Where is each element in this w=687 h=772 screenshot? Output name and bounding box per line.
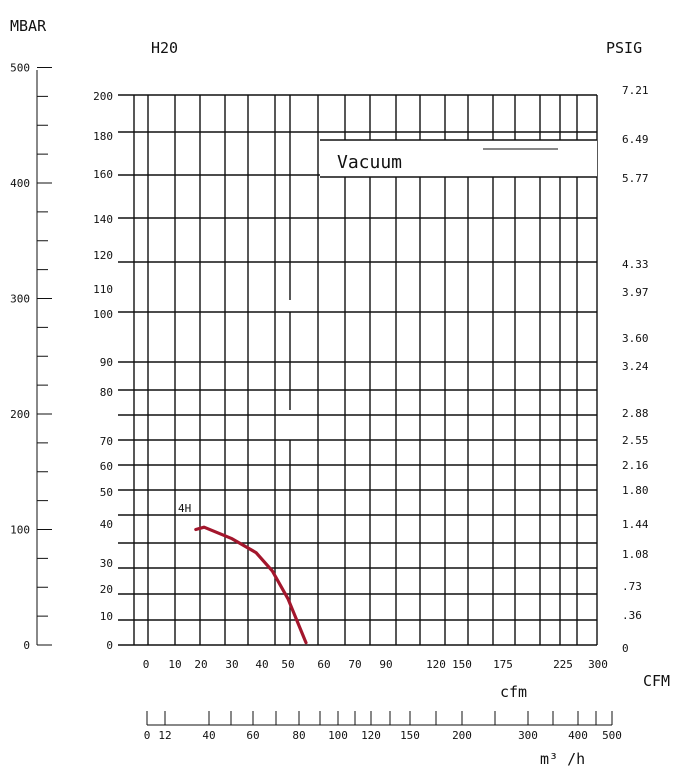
m3h-tick-label: 80	[292, 729, 305, 742]
mbar-tick-label: 500	[10, 62, 30, 75]
mbar-tick-label: 0	[23, 639, 30, 652]
h2o-tick-label: 20	[100, 583, 113, 596]
h2o-tick-label: 0	[106, 639, 113, 652]
cfm-tick-label: 300	[588, 658, 608, 671]
psig-tick-label: 1.44	[622, 518, 649, 531]
h2o-tick-label: 60	[100, 460, 113, 473]
m3h-tick-label: 60	[246, 729, 259, 742]
series-line-0	[194, 525, 308, 645]
cfm-bottom-axis-title: cfm	[500, 683, 527, 701]
psig-tick-label: 3.97	[622, 286, 649, 299]
cfm-tick-label: 50	[281, 658, 294, 671]
psig-tick-label: 3.60	[622, 332, 649, 345]
h2o-tick-label: 180	[93, 130, 113, 143]
grid-lines	[118, 94, 598, 646]
series-label-0: 4H	[178, 502, 191, 515]
psig-tick-label: .73	[622, 580, 642, 593]
psig-tick-label: 2.16	[622, 459, 649, 472]
mbar-tick-label: 300	[10, 293, 30, 306]
cfm-tick-label: 70	[348, 658, 361, 671]
h2o-tick-label: 100	[93, 308, 113, 321]
vacuum-label: Vacuum	[337, 152, 402, 173]
cfm-tick-label: 90	[379, 658, 392, 671]
m3h-tick-label: 300	[518, 729, 538, 742]
axis-titles: MBAR H20 PSIG CFM cfm m³ /h	[10, 17, 670, 768]
cfm-tick-label: 20	[194, 658, 207, 671]
psig-tick-label: 2.55	[622, 434, 649, 447]
h2o-axis-title: H20	[151, 39, 178, 57]
h2o-tick-label: 120	[93, 249, 113, 262]
vacuum-annotation: Vacuum	[320, 139, 597, 178]
cfm-tick-label: 60	[317, 658, 330, 671]
psig-tick-label: 7.21	[622, 84, 649, 97]
cfm-tick-label: 225	[553, 658, 573, 671]
h2o-tick-label: 80	[100, 386, 113, 399]
axes	[36, 67, 613, 726]
cfm-tick-label: 0	[143, 658, 150, 671]
h2o-tick-label: 200	[93, 90, 113, 103]
m3h-tick-label: 40	[202, 729, 215, 742]
m3h-tick-label: 150	[400, 729, 420, 742]
h2o-tick-label: 50	[100, 486, 113, 499]
psig-tick-label: 3.24	[622, 360, 649, 373]
m3h-tick-label: 200	[452, 729, 472, 742]
cfm-tick-label: 120	[426, 658, 446, 671]
psig-tick-label: 2.88	[622, 407, 649, 420]
mbar-tick-label: 100	[10, 524, 30, 537]
cfm-tick-label: 10	[168, 658, 181, 671]
mbar-tick-label: 400	[10, 177, 30, 190]
m3h-axis-title: m³ /h	[540, 750, 585, 768]
cfm-tick-label: 30	[225, 658, 238, 671]
h2o-tick-label: 160	[93, 168, 113, 181]
psig-tick-label: 4.33	[622, 258, 649, 271]
psig-tick-label: 6.49	[622, 133, 649, 146]
psig-axis-title: PSIG	[606, 39, 642, 57]
mbar-tick-label: 200	[10, 408, 30, 421]
h2o-tick-label: 70	[100, 435, 113, 448]
h2o-tick-label: 10	[100, 610, 113, 623]
series-layer: 4H	[178, 502, 308, 645]
h2o-tick-label: 40	[100, 518, 113, 531]
m3h-tick-label: 0	[144, 729, 151, 742]
tick-labels: 0100200300400500010203040506070809010011…	[10, 62, 649, 743]
h2o-tick-label: 90	[100, 356, 113, 369]
psig-tick-label: .36	[622, 609, 642, 622]
cfm-tick-label: 40	[255, 658, 268, 671]
m3h-tick-label: 100	[328, 729, 348, 742]
psig-tick-label: 1.08	[622, 548, 649, 561]
psig-tick-label: 1.80	[622, 484, 649, 497]
m3h-tick-label: 12	[158, 729, 171, 742]
psig-tick-label: 0	[622, 642, 629, 655]
h2o-tick-label: 30	[100, 557, 113, 570]
mbar-axis-title: MBAR	[10, 17, 47, 35]
vacuum-box	[320, 140, 597, 177]
cfm-right-axis-title: CFM	[643, 672, 670, 690]
h2o-tick-label: 110	[93, 283, 113, 296]
psig-tick-label: 5.77	[622, 172, 649, 185]
cfm-tick-label: 175	[493, 658, 513, 671]
cfm-tick-label: 150	[452, 658, 472, 671]
m3h-tick-label: 500	[602, 729, 622, 742]
m3h-tick-label: 120	[361, 729, 381, 742]
m3h-tick-label: 400	[568, 729, 588, 742]
h2o-tick-label: 140	[93, 213, 113, 226]
